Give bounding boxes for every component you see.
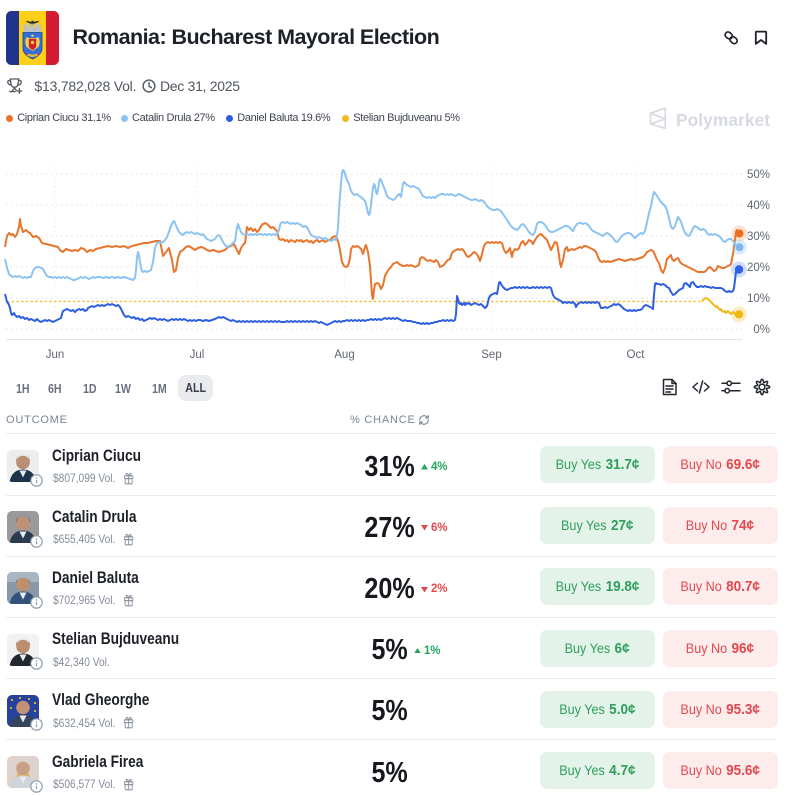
svg-text:Polymarket: Polymarket bbox=[676, 109, 770, 129]
svg-text:Jul: Jul bbox=[190, 349, 205, 361]
svg-text:20%: 20% bbox=[747, 262, 770, 274]
svg-text:0%: 0% bbox=[753, 324, 770, 336]
svg-text:Sep: Sep bbox=[481, 349, 501, 361]
svg-text:10%: 10% bbox=[747, 293, 770, 305]
svg-text:Jun: Jun bbox=[46, 349, 65, 361]
svg-text:40%: 40% bbox=[747, 200, 770, 212]
svg-text:Oct: Oct bbox=[627, 349, 646, 361]
svg-text:30%: 30% bbox=[747, 231, 770, 243]
svg-text:Aug: Aug bbox=[334, 349, 354, 361]
svg-text:50%: 50% bbox=[747, 169, 770, 181]
